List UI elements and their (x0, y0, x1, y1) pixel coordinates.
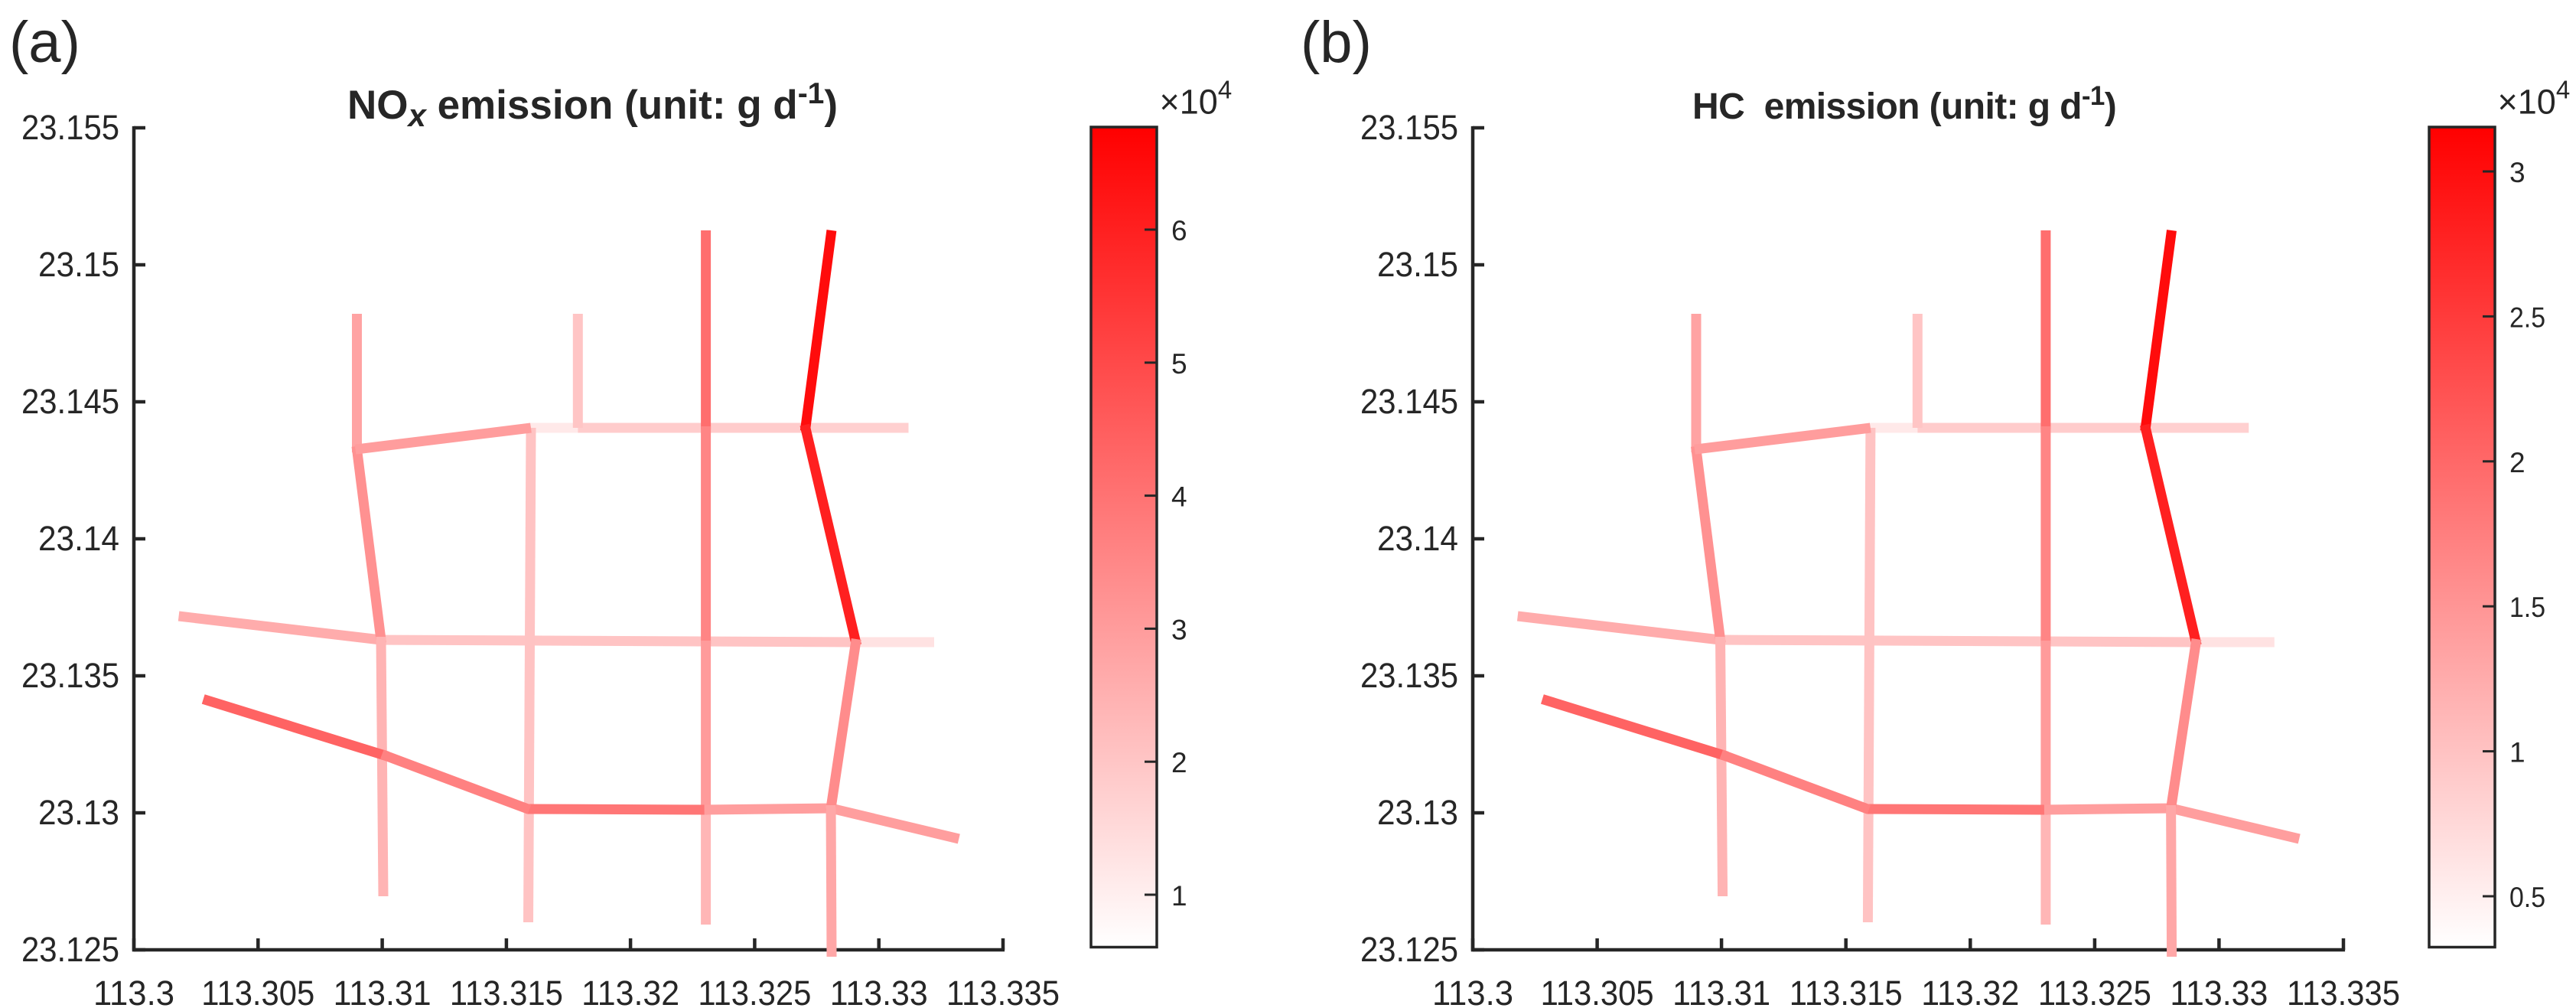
svg-text:23.155: 23.155 (21, 108, 119, 147)
svg-text:23.145: 23.145 (1360, 382, 1458, 421)
svg-text:113.31: 113.31 (334, 974, 432, 1008)
svg-text:×104: ×104 (2498, 76, 2571, 122)
svg-text:23.125: 23.125 (1360, 930, 1458, 969)
svg-text:23.125: 23.125 (21, 930, 119, 969)
svg-text:23.13: 23.13 (38, 793, 119, 832)
svg-text:113.33: 113.33 (2170, 974, 2268, 1008)
svg-text:113.335: 113.335 (2287, 974, 2400, 1008)
svg-text:×104: ×104 (1160, 76, 1233, 122)
svg-text:113.33: 113.33 (830, 974, 928, 1008)
svg-text:NOx emission (unit: g d-1): NOx emission (unit: g d-1) (347, 77, 838, 133)
svg-text:113.3: 113.3 (93, 974, 174, 1008)
svg-text:23.13: 23.13 (1377, 793, 1458, 832)
svg-text:113.305: 113.305 (201, 974, 314, 1008)
svg-text:113.31: 113.31 (1672, 974, 1770, 1008)
svg-text:3: 3 (1171, 614, 1187, 645)
svg-text:23.14: 23.14 (38, 519, 119, 558)
svg-text:HC emission (unit: g d-1): HC emission (unit: g d-1) (1692, 81, 2116, 127)
svg-text:23.15: 23.15 (1377, 245, 1458, 284)
svg-text:23.145: 23.145 (21, 382, 119, 421)
svg-text:23.14: 23.14 (1377, 519, 1458, 558)
svg-text:3: 3 (2509, 157, 2526, 188)
svg-text:2: 2 (1171, 747, 1187, 778)
svg-text:2.5: 2.5 (2509, 302, 2545, 333)
svg-text:113.315: 113.315 (1790, 974, 1903, 1008)
svg-text:113.325: 113.325 (2038, 974, 2151, 1008)
svg-text:113.305: 113.305 (1541, 974, 1654, 1008)
svg-text:23.135: 23.135 (21, 656, 119, 695)
svg-text:1: 1 (1171, 880, 1187, 912)
svg-text:6: 6 (1171, 215, 1187, 246)
svg-text:23.135: 23.135 (1360, 656, 1458, 695)
svg-text:113.335: 113.335 (946, 974, 1060, 1008)
svg-text:2: 2 (2509, 447, 2526, 478)
svg-text:(a): (a) (9, 10, 80, 75)
svg-text:4: 4 (1171, 481, 1187, 513)
svg-text:23.15: 23.15 (38, 245, 119, 284)
svg-text:1: 1 (2509, 737, 2526, 768)
svg-text:23.155: 23.155 (1360, 108, 1458, 147)
svg-text:113.32: 113.32 (581, 974, 679, 1008)
svg-text:0.5: 0.5 (2509, 882, 2545, 913)
svg-text:1.5: 1.5 (2509, 592, 2545, 623)
svg-text:(b): (b) (1301, 10, 1372, 75)
svg-text:113.32: 113.32 (1921, 974, 2019, 1008)
svg-text:113.325: 113.325 (698, 974, 811, 1008)
svg-text:113.315: 113.315 (450, 974, 563, 1008)
svg-text:113.3: 113.3 (1432, 974, 1513, 1008)
svg-text:5: 5 (1171, 348, 1187, 380)
